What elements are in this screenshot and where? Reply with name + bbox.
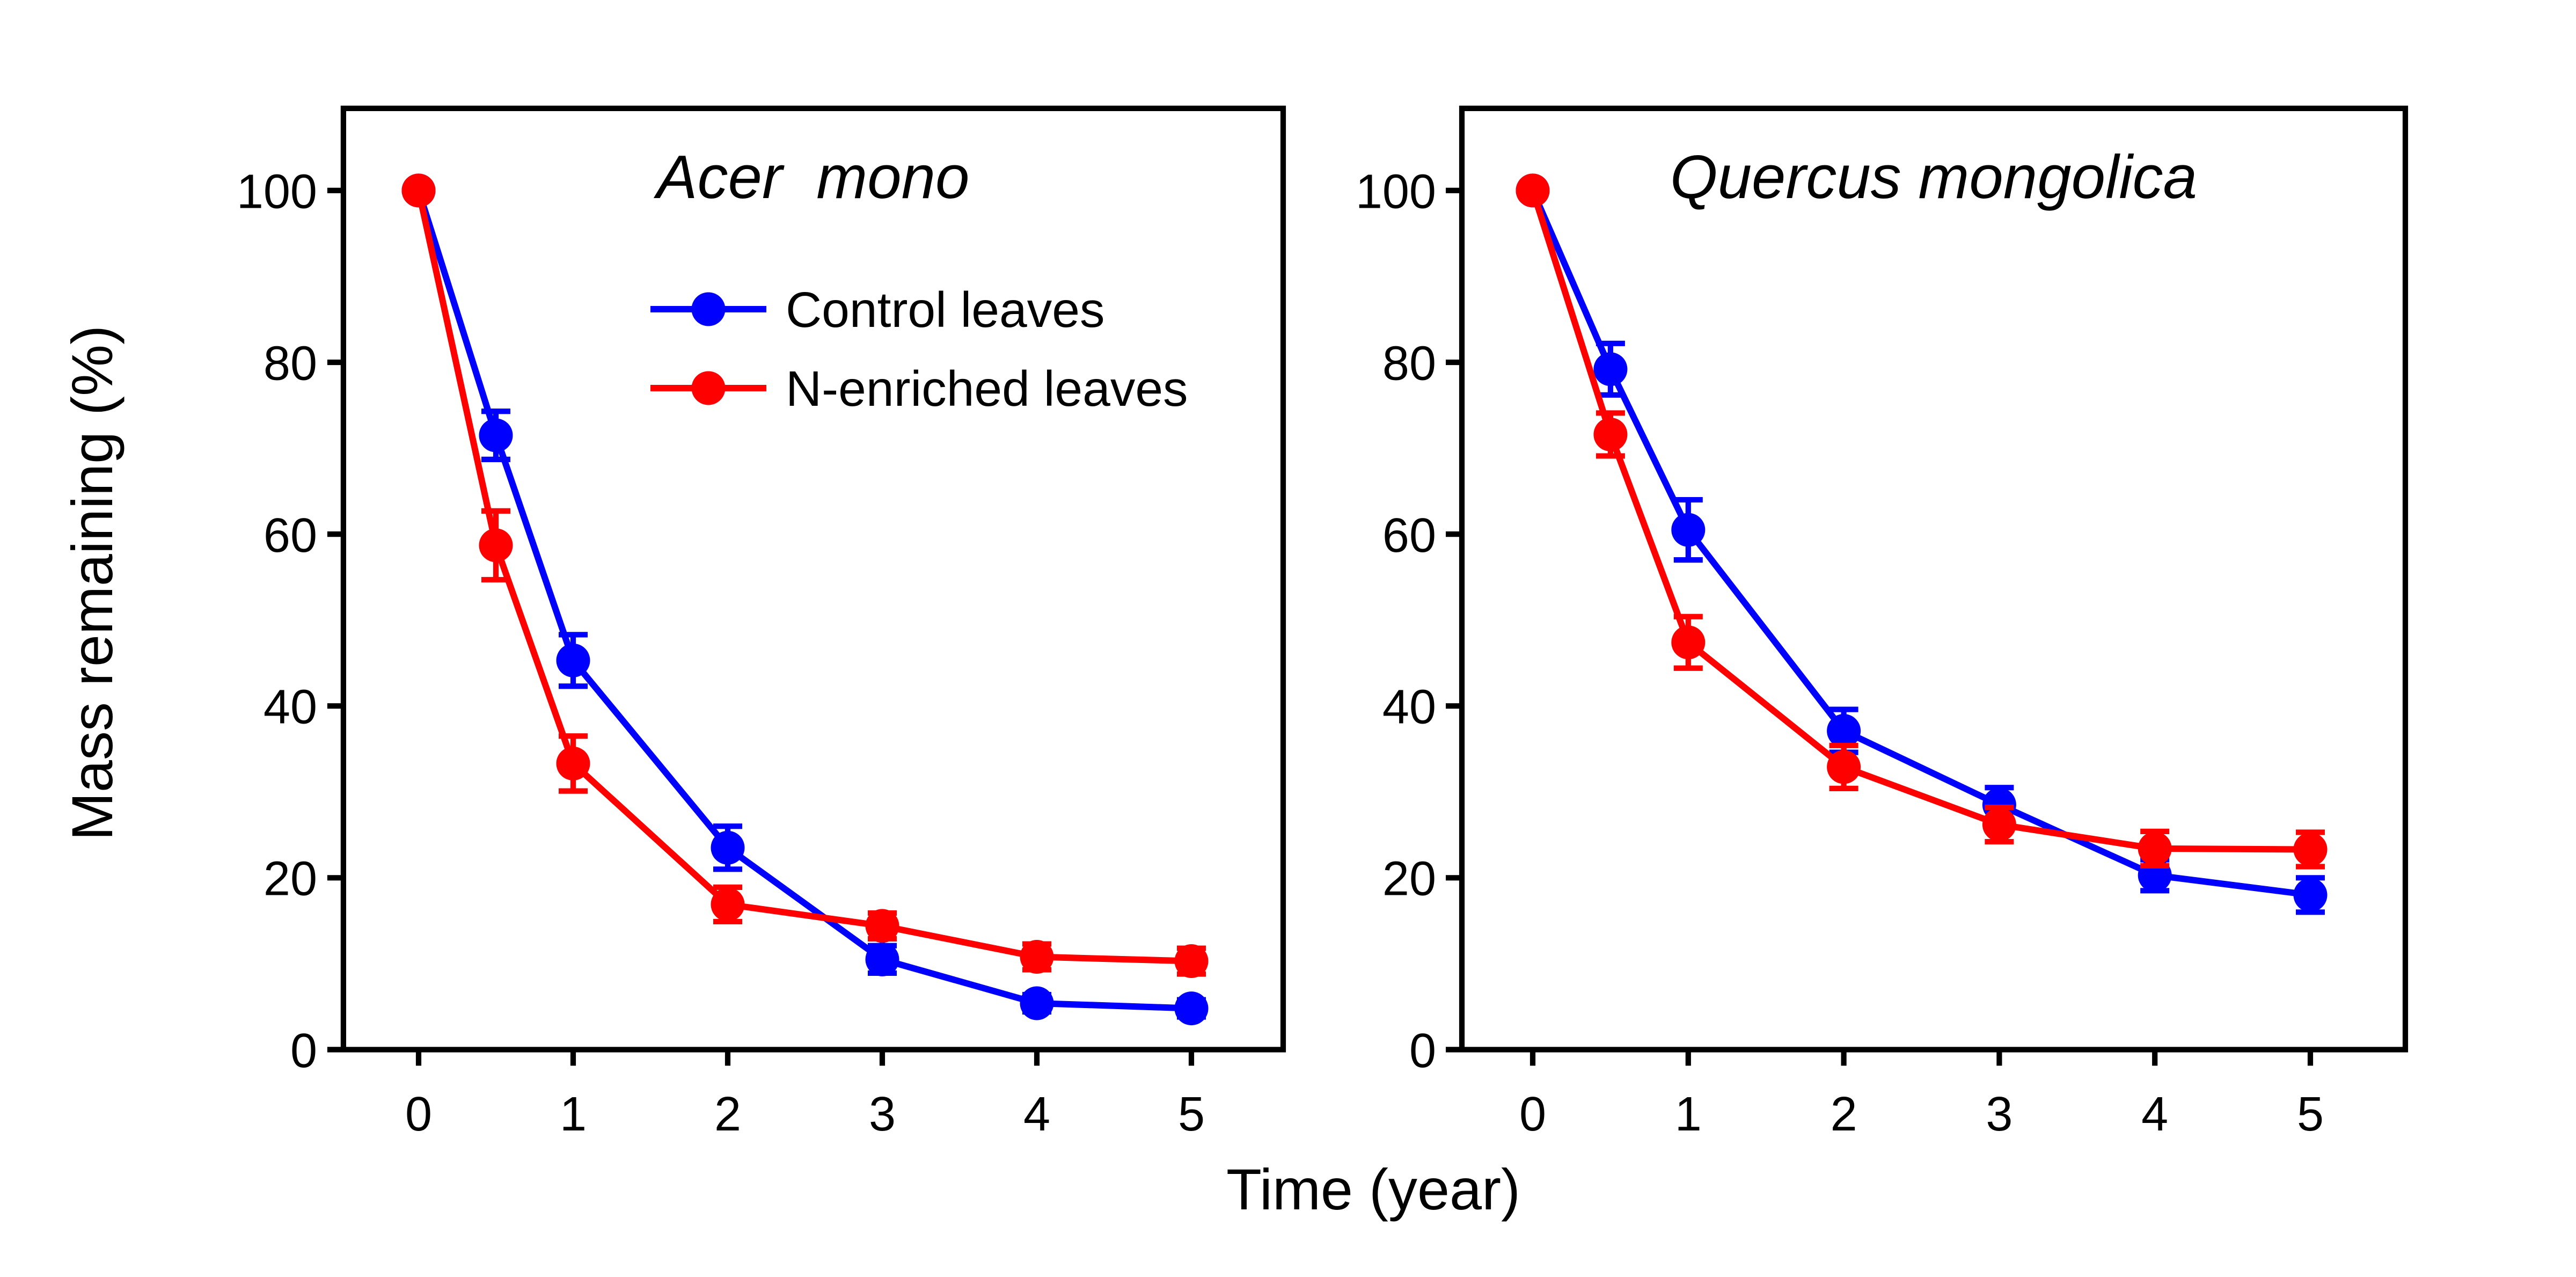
y-tick-label: 80	[1382, 337, 1436, 391]
data-point-n-enriched	[2293, 832, 2328, 866]
data-point-control	[1671, 513, 1706, 547]
x-tick-label: 1	[560, 1088, 587, 1141]
x-tick-label: 5	[2297, 1088, 2324, 1141]
data-point-n-enriched	[1827, 750, 1861, 784]
x-tick-label: 3	[1986, 1088, 2012, 1141]
series-line-n-enriched	[1529, 189, 2311, 853]
data-point-n-enriched	[556, 746, 590, 780]
y-tick-label: 60	[264, 509, 317, 563]
y-tick-label: 0	[1409, 1024, 1436, 1078]
data-point-n-enriched	[1671, 625, 1706, 660]
y-tick-label: 0	[290, 1024, 317, 1078]
y-tick-label: 60	[1382, 509, 1436, 563]
x-tick-label: 4	[1023, 1088, 1050, 1141]
panel-box	[340, 105, 1286, 1053]
x-tick-label: 2	[1831, 1088, 1857, 1141]
data-point-control	[1827, 714, 1861, 748]
data-point-control	[1020, 986, 1054, 1020]
data-point-control	[865, 942, 899, 976]
data-point-n-enriched	[1174, 944, 1209, 979]
y-tick-label: 20	[1382, 852, 1436, 906]
y-tick-label: 40	[264, 681, 317, 734]
data-point-control	[479, 418, 513, 453]
x-tick-label: 3	[869, 1088, 896, 1141]
data-point-n-enriched	[479, 528, 513, 563]
y-tick-label: 80	[264, 337, 317, 391]
data-point-n-enriched	[865, 909, 899, 943]
data-point-control	[1593, 352, 1628, 386]
x-tick-label: 0	[405, 1088, 432, 1141]
legend-label-n-enriched: N-enriched leaves	[786, 361, 1188, 417]
legend-marker-n-enriched	[691, 371, 726, 405]
y-tick-label: 100	[1356, 165, 1436, 219]
x-axis-label: Time (year)	[1226, 1157, 1520, 1222]
data-point-n-enriched	[1593, 417, 1628, 451]
y-axis-label: Mass remaining (%)	[60, 325, 125, 841]
data-point-n-enriched	[401, 173, 436, 208]
x-tick-label: 2	[714, 1088, 741, 1141]
x-tick-label: 0	[1519, 1088, 1546, 1141]
data-point-control	[2293, 878, 2328, 912]
data-point-n-enriched	[1516, 173, 1550, 208]
y-tick-label: 40	[1382, 681, 1436, 734]
y-tick-label: 100	[237, 165, 317, 219]
x-tick-label: 5	[1178, 1088, 1205, 1141]
panel-box	[1459, 105, 2409, 1053]
data-point-control	[711, 830, 745, 865]
data-point-n-enriched	[2138, 831, 2172, 866]
data-point-n-enriched	[1982, 807, 2016, 842]
data-point-n-enriched	[1020, 940, 1054, 974]
legend-label-control: Control leaves	[786, 282, 1104, 338]
x-tick-label: 1	[1675, 1088, 1702, 1141]
panel-title-quercus-mongolica: Quercus mongolica	[1670, 143, 2197, 211]
x-tick-label: 4	[2141, 1088, 2168, 1141]
data-point-n-enriched	[711, 887, 745, 922]
chart-geometry	[327, 105, 2409, 1066]
legend-marker-control	[691, 292, 726, 326]
panel-title-acer-mono: Acer mono	[654, 143, 970, 211]
y-tick-label: 20	[264, 852, 317, 906]
data-point-control	[556, 643, 590, 677]
data-point-control	[1174, 991, 1209, 1026]
